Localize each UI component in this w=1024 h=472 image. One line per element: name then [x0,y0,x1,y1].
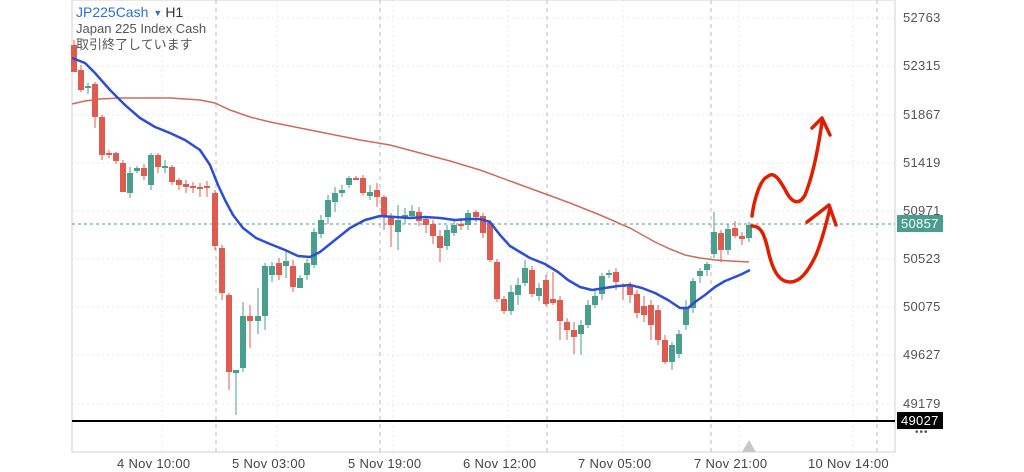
price-tick-label: 50523 [903,251,941,266]
chart-legend: JP225Cash ▼ H1 Japan 225 Index Cash 取引終了して… [76,4,206,53]
session-separators [215,0,878,452]
price-tick-label: 50075 [903,299,941,314]
plot-frame [71,0,896,453]
time-tick-label: 4 Nov 10:00 [117,456,191,471]
time-tick-label: 6 Nov 12:00 [463,456,537,471]
time-tick-label: 10 Nov 14:00 [808,456,889,471]
more-options-icon[interactable]: ••• [915,427,929,438]
price-tick-label: 49179 [903,396,941,411]
time-tick-label: 7 Nov 05:00 [578,456,652,471]
candlesticks [71,40,752,415]
symbol-row[interactable]: JP225Cash ▼ H1 [76,4,206,21]
price-tick-label: 52315 [903,58,941,73]
timeframe-label[interactable]: H1 [165,4,184,20]
market-status: 取引終了しています [76,37,193,52]
current-time-marker-icon [742,440,756,452]
chart-grid [72,0,895,452]
support-price-tag: 49027 [897,412,943,429]
time-tick-label: 5 Nov 19:00 [348,456,422,471]
price-tick-label: 52763 [903,10,941,25]
hand-drawn-arrows [750,116,838,284]
price-tick-label: 49627 [903,347,941,362]
dropdown-caret-icon[interactable]: ▼ [153,8,163,18]
ma-fast-line [71,56,751,310]
last-price-tag: 50857 [897,215,943,232]
price-tick-label: 51419 [903,155,941,170]
ma-slow-line [71,97,750,263]
price-tick-label: 50971 [903,203,941,218]
symbol-name[interactable]: JP225Cash [76,4,149,20]
time-tick-label: 7 Nov 21:00 [694,456,768,471]
time-tick-label: 5 Nov 03:00 [232,456,306,471]
price-tick-label: 51867 [903,107,941,122]
instrument-name: Japan 225 Index Cash [76,21,207,36]
